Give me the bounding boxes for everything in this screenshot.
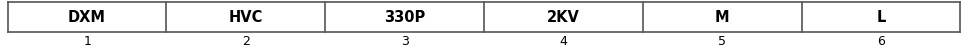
- Text: HVC: HVC: [228, 10, 263, 25]
- Text: M: M: [714, 10, 730, 25]
- Text: 3: 3: [401, 35, 408, 48]
- Text: 5: 5: [718, 35, 726, 48]
- Text: DXM: DXM: [68, 10, 106, 25]
- Text: 330P: 330P: [384, 10, 425, 25]
- Text: 2KV: 2KV: [547, 10, 580, 25]
- Text: 4: 4: [560, 35, 567, 48]
- Text: 1: 1: [83, 35, 91, 48]
- Text: 2: 2: [242, 35, 250, 48]
- Text: 6: 6: [877, 35, 885, 48]
- Text: L: L: [876, 10, 886, 25]
